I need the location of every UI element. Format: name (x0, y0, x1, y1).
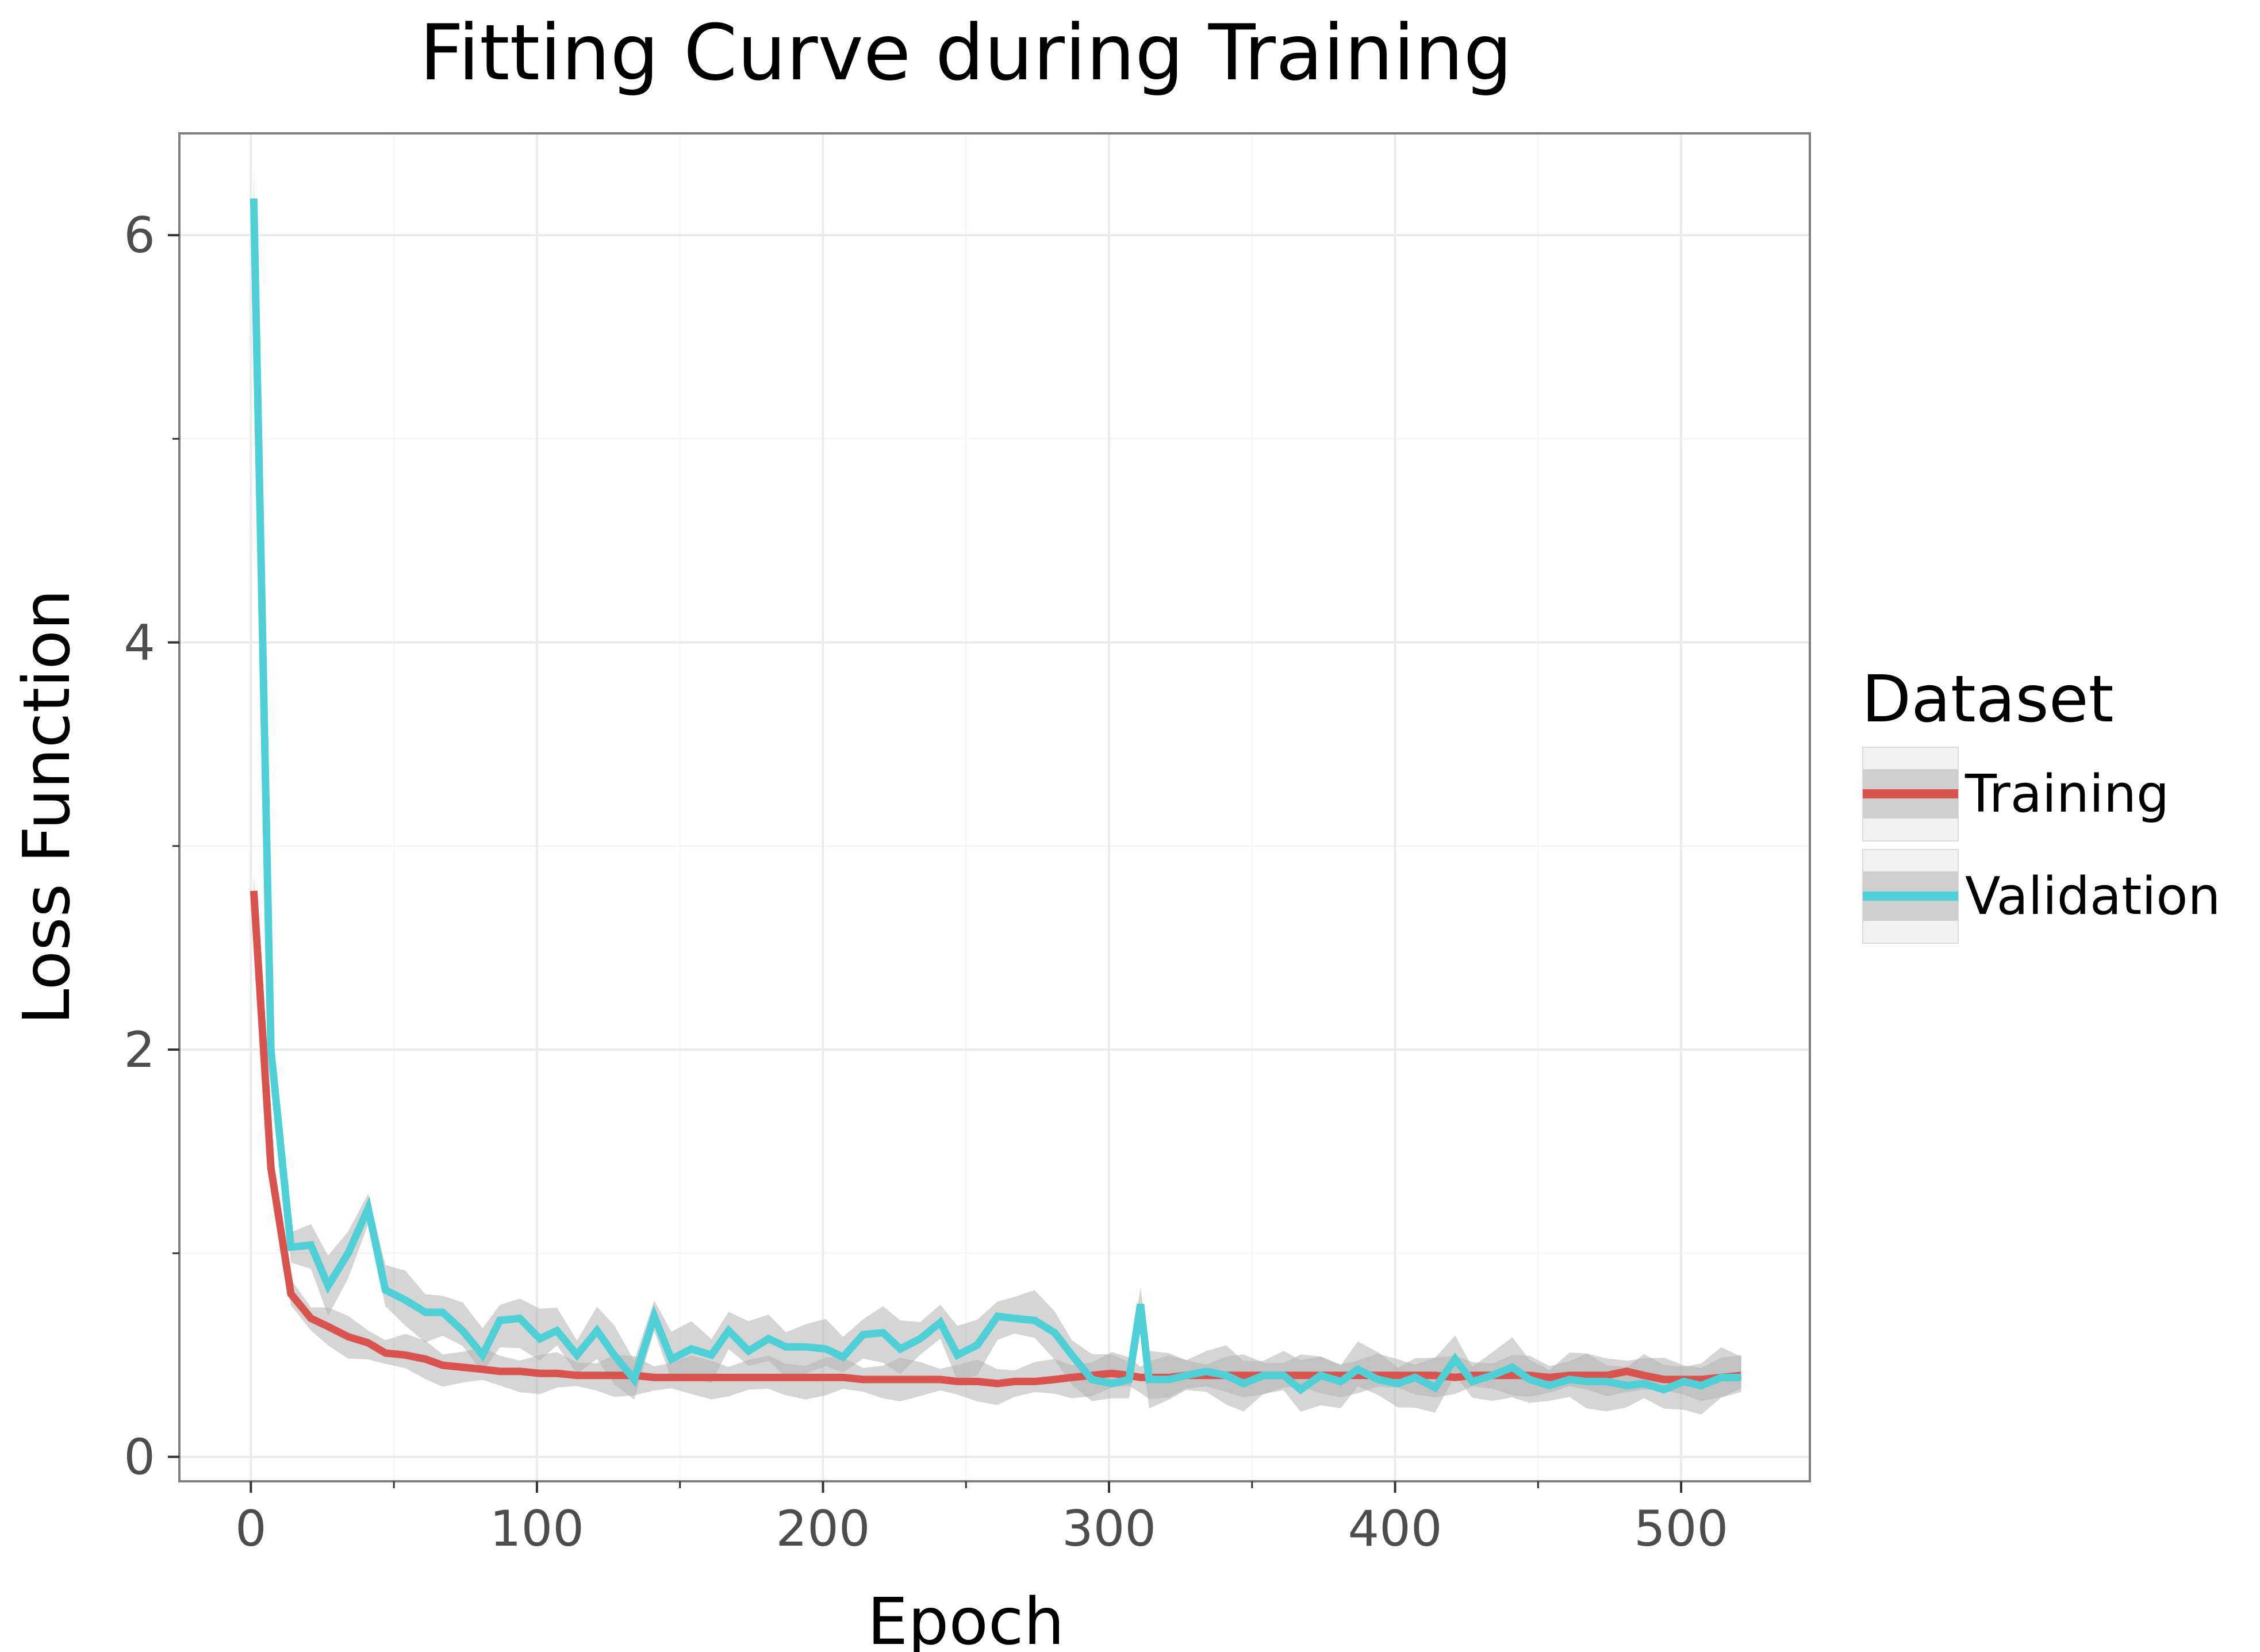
y-axis-title: Loss Function (10, 589, 85, 1025)
y-axis: 0 2 4 6 (124, 207, 179, 1486)
legend-label-validation: Validation (1965, 866, 2220, 927)
y-tick-label: 0 (124, 1428, 155, 1486)
legend-key-validation (1863, 850, 1958, 943)
y-tick-label: 6 (124, 207, 155, 264)
panel-background (179, 133, 1810, 1481)
y-tick-label: 4 (124, 614, 155, 672)
x-axis-title: Epoch (868, 1585, 1065, 1652)
y-tick-label: 2 (124, 1021, 155, 1079)
legend: Dataset Training Validation (1862, 662, 2220, 943)
x-tick-label: 300 (1062, 1500, 1156, 1558)
legend-title: Dataset (1862, 662, 2114, 737)
legend-key-training (1863, 747, 1958, 841)
x-tick-label: 100 (490, 1500, 584, 1558)
x-tick-label: 200 (776, 1500, 870, 1558)
plot-panel (179, 133, 1810, 1481)
legend-label-training: Training (1964, 764, 2169, 824)
x-tick-label: 500 (1634, 1500, 1728, 1558)
x-tick-label: 0 (235, 1500, 267, 1558)
x-tick-label: 400 (1348, 1500, 1442, 1558)
chart-title: Fitting Curve during Training (420, 8, 1513, 98)
x-axis: 0 100 200 300 400 500 (235, 1481, 1728, 1558)
